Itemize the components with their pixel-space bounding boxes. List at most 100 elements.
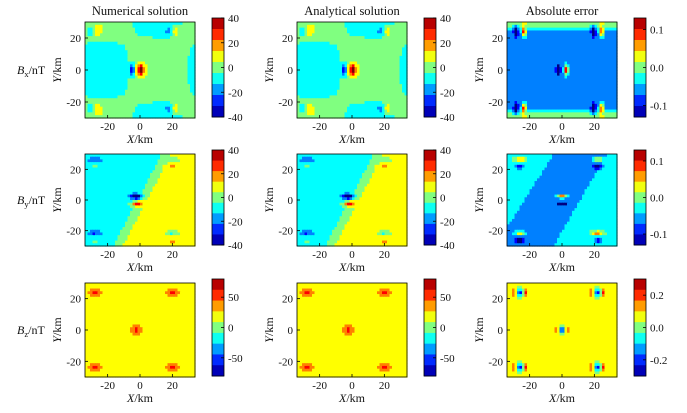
contour-cell [349, 47, 353, 51]
contour-cell [97, 86, 101, 91]
contour-cell [172, 95, 176, 99]
contour-cell [309, 36, 313, 40]
contour-cell [404, 89, 408, 94]
contour-cell [107, 24, 111, 29]
contour-cell [357, 98, 361, 102]
contour-cell [312, 86, 316, 91]
contour-cell [297, 81, 301, 85]
contour-cell [379, 55, 383, 60]
contour-cell [344, 41, 348, 46]
contour-cell [309, 106, 313, 111]
colorbar-tick-label: 40 [228, 13, 240, 25]
contour-cell [394, 24, 398, 29]
contour-cell [369, 106, 373, 111]
contour-cell [87, 115, 91, 119]
colorbar-tick-label: -20 [228, 87, 243, 99]
contour-cell [372, 44, 376, 49]
contour-cell [362, 72, 366, 77]
contour-cell [307, 64, 311, 68]
contour-cell [87, 89, 91, 94]
contour-cell [120, 115, 124, 119]
y-axis-unit: /km [262, 57, 276, 76]
contour-cell [97, 36, 101, 40]
contour-cell [90, 61, 94, 65]
contour-cell [87, 81, 91, 85]
contour-cell [297, 95, 301, 99]
contour-cell [142, 41, 146, 46]
contour-cell [309, 75, 313, 80]
contour-cell [337, 22, 341, 26]
contour-cell [309, 38, 313, 43]
contour-cell [177, 27, 181, 32]
contour-cell [115, 95, 119, 99]
contour-cell [117, 78, 121, 82]
contour-cell [392, 47, 396, 51]
contour-cell [182, 33, 186, 37]
contour-cell [112, 103, 116, 108]
contour-cell [357, 64, 361, 68]
contour-cell [377, 38, 381, 43]
contour-cell [392, 72, 396, 77]
contour-cell [307, 67, 311, 71]
contour-cell [112, 38, 116, 43]
contour-cell [367, 98, 371, 102]
contour-cell [180, 22, 184, 26]
contour-cell [344, 67, 348, 71]
contour-cell [297, 30, 301, 34]
contour-cell [404, 41, 408, 46]
contour-cell [362, 78, 366, 82]
contour-cell [387, 109, 391, 113]
contour-cell [374, 78, 378, 82]
contour-cell [309, 81, 313, 85]
contour-cell [97, 44, 101, 49]
contour-cell [122, 55, 126, 60]
contour-cell [160, 38, 164, 43]
contour-cell [367, 109, 371, 113]
contour-cell [175, 95, 179, 99]
contour-cell [95, 109, 99, 113]
contour-cell [354, 27, 358, 32]
contour-cell [157, 78, 161, 82]
contour-cell [319, 86, 323, 91]
contour-cell [304, 81, 308, 85]
contour-cell [185, 70, 189, 74]
contour-cell [319, 70, 323, 74]
contour-cell [175, 50, 179, 54]
contour-cell [110, 78, 114, 82]
contour-cell [115, 101, 119, 105]
contour-cell [372, 27, 376, 32]
contour-cell [112, 81, 116, 85]
contour-cell [125, 53, 129, 57]
contour-cell [399, 106, 403, 111]
contour-cell [377, 89, 381, 94]
contour-cell [165, 47, 169, 51]
panel-1-2: Analytical solution-20 0 20200-20X/kmY/km4… [262, 4, 455, 146]
contour-cell [110, 41, 114, 46]
contour-cell [334, 75, 338, 80]
contour-cell [382, 75, 386, 80]
y-axis-unit: /km [472, 57, 486, 76]
contour-cell [120, 61, 124, 65]
contour-cell [332, 95, 336, 99]
contour-cell [125, 106, 129, 111]
contour-cell [334, 22, 338, 26]
contour-cell [85, 61, 89, 65]
contour-cell [349, 75, 353, 80]
contour-cell [185, 109, 189, 113]
contour-cell [107, 84, 111, 88]
contour-cell [182, 92, 186, 97]
contour-cell [157, 30, 161, 34]
contour-cell [175, 53, 179, 57]
contour-cell [175, 41, 179, 46]
contour-cell [185, 44, 189, 49]
contour-cell [372, 50, 376, 54]
contour-cell [157, 41, 161, 46]
contour-cell [372, 33, 376, 37]
contour-cell [117, 112, 121, 116]
contour-cell [132, 30, 136, 34]
contour-cell [150, 89, 154, 94]
contour-cell [102, 67, 106, 71]
contour-cell [150, 24, 154, 29]
contour-cell [324, 41, 328, 46]
contour-cell [135, 75, 139, 80]
